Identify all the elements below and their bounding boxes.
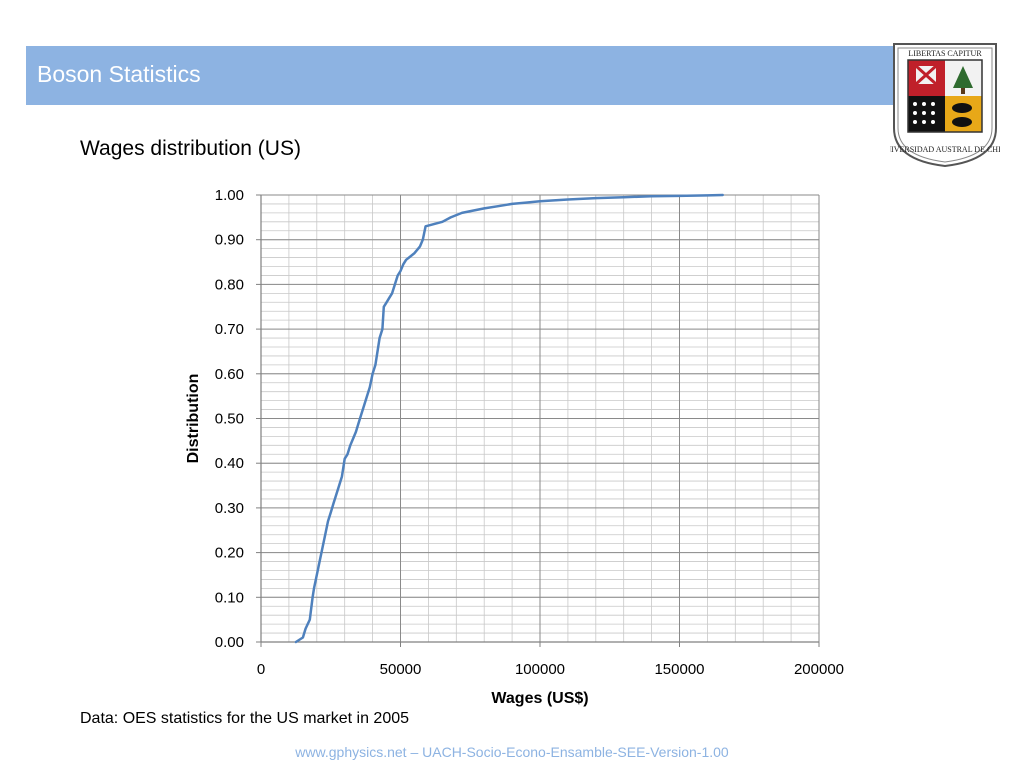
- y-tick-label: 0.80: [215, 276, 244, 293]
- y-tick-label: 0.40: [215, 455, 244, 472]
- x-tick-label: 0: [257, 661, 265, 678]
- page-title: Boson Statistics: [37, 61, 201, 87]
- y-tick-label: 0.90: [215, 232, 244, 249]
- y-tick-label: 0.60: [215, 366, 244, 383]
- y-tick-label: 0.50: [215, 411, 244, 428]
- y-tick-label: 0.30: [215, 500, 244, 517]
- x-tick-label: 200000: [794, 661, 844, 678]
- x-tick-label: 50000: [380, 661, 422, 678]
- seal-motto: LIBERTAS CAPITUR: [908, 49, 982, 58]
- x-tick-label: 150000: [654, 661, 704, 678]
- x-tick-label: 100000: [515, 661, 565, 678]
- y-tick-label: 0.20: [215, 545, 244, 562]
- x-axis-label: Wages (US$): [491, 690, 588, 707]
- wage-distribution-line: [294, 193, 724, 644]
- header-bar: Boson Statistics: [26, 46, 894, 105]
- chart-title: Wages distribution (US): [80, 137, 301, 160]
- y-axis-label: Distribution: [185, 374, 202, 464]
- footnote: Data: OES statistics for the US market i…: [80, 710, 410, 727]
- seal-ring-text: UNIVERSIDAD AUSTRAL DE CHILE: [890, 145, 1000, 154]
- y-tick-label: 0.70: [215, 321, 244, 338]
- y-tick-label: 1.00: [215, 187, 244, 204]
- university-seal-icon: LIBERTAS CAPITUR UNIVERSIDAD AUSTRAL DE …: [890, 43, 1000, 168]
- y-tick-label: 0.10: [215, 589, 244, 606]
- footer-credit: www.gphysics.net – UACH-Socio-Econo-Ensa…: [295, 744, 729, 760]
- y-tick-label: 0.00: [215, 634, 244, 651]
